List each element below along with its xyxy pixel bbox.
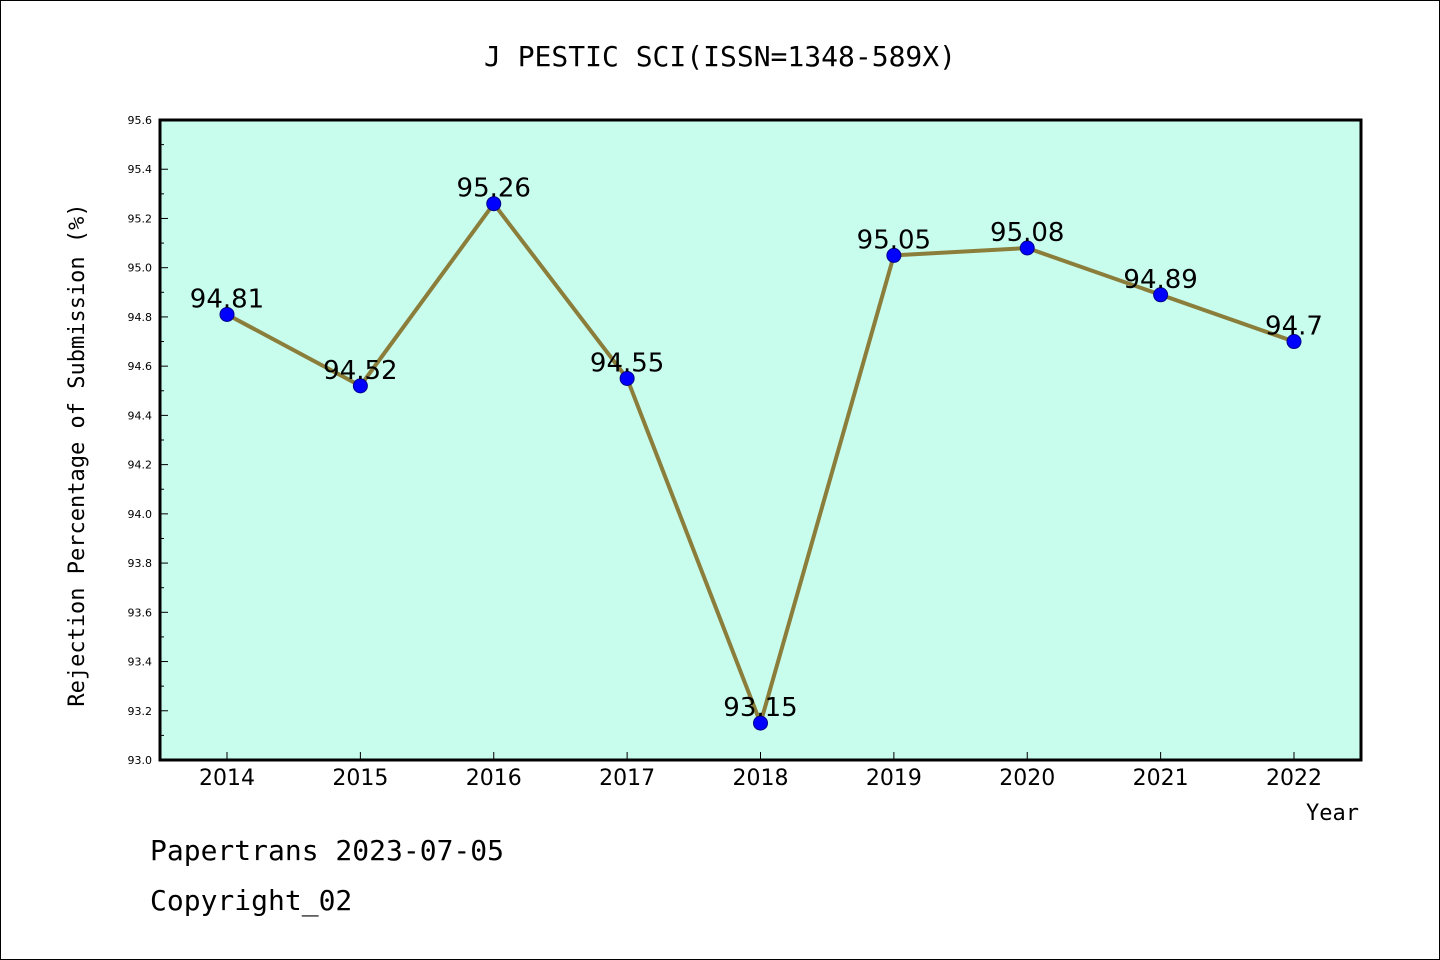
plot-area — [160, 120, 1361, 760]
data-label: 94.55 — [590, 348, 664, 378]
data-point — [352, 378, 368, 394]
x-tick-label: 2019 — [866, 766, 922, 791]
footer-copyright: Copyright_02 — [150, 884, 353, 917]
y-tick-label: 95.2 — [128, 212, 153, 225]
data-label: 95.26 — [457, 174, 531, 204]
x-axis-ticks: 2014 2015 2016 2017 2018 2019 2020 2021 2022 — [199, 752, 1322, 791]
data-point — [1286, 334, 1302, 350]
data-point — [753, 715, 768, 731]
y-tick-label: 93.6 — [128, 606, 153, 619]
data-point — [1153, 287, 1169, 303]
data-label: 94.89 — [1123, 265, 1197, 295]
y-tick-label: 93.0 — [128, 754, 153, 767]
data-label: 94.7 — [1265, 312, 1323, 342]
chart-title: J PESTIC SCI(ISSN=1348-589X) — [484, 40, 956, 73]
data-point — [1019, 240, 1035, 256]
data-point — [219, 306, 235, 322]
x-tick-label: 2017 — [599, 766, 655, 791]
y-tick-label: 93.4 — [128, 656, 153, 669]
y-tick-label: 95.4 — [128, 163, 153, 176]
x-tick-label: 2020 — [999, 766, 1055, 791]
y-tick-label: 94.2 — [128, 459, 153, 472]
x-axis-label: Year — [1306, 801, 1359, 826]
x-tick-label: 2014 — [199, 766, 255, 791]
y-tick-label: 94.6 — [128, 360, 153, 373]
y-tick-label: 93.2 — [128, 705, 153, 718]
y-tick-label: 94.4 — [128, 409, 153, 422]
y-tick-label: 93.8 — [128, 557, 153, 570]
x-tick-label: 2018 — [733, 766, 789, 791]
data-label: 95.05 — [857, 225, 931, 255]
y-tick-label: 94.0 — [128, 508, 153, 521]
data-point — [619, 370, 635, 386]
data-point — [486, 196, 502, 212]
x-tick-label: 2015 — [332, 766, 388, 791]
y-axis-label: Rejection Percentage of Submission (%) — [65, 203, 90, 706]
y-tick-label: 95.6 — [128, 114, 153, 127]
data-point — [886, 247, 902, 263]
data-label: 94.52 — [323, 356, 397, 386]
data-label: 95.08 — [990, 218, 1064, 248]
data-label: 93.15 — [723, 693, 797, 723]
x-tick-label: 2021 — [1133, 766, 1189, 791]
x-tick-label: 2022 — [1266, 766, 1322, 791]
x-tick-label: 2016 — [466, 766, 522, 791]
series-group: 94.81 94.52 95.26 94.55 93.15 95.05 95.08 94.89… — [190, 174, 1323, 731]
data-label: 94.81 — [190, 284, 264, 314]
footer-date: Papertrans 2023-07-05 — [150, 834, 505, 867]
y-tick-label: 94.8 — [128, 311, 153, 324]
plot-border — [158, 118, 1363, 762]
y-tick-label: 95.0 — [128, 262, 153, 275]
